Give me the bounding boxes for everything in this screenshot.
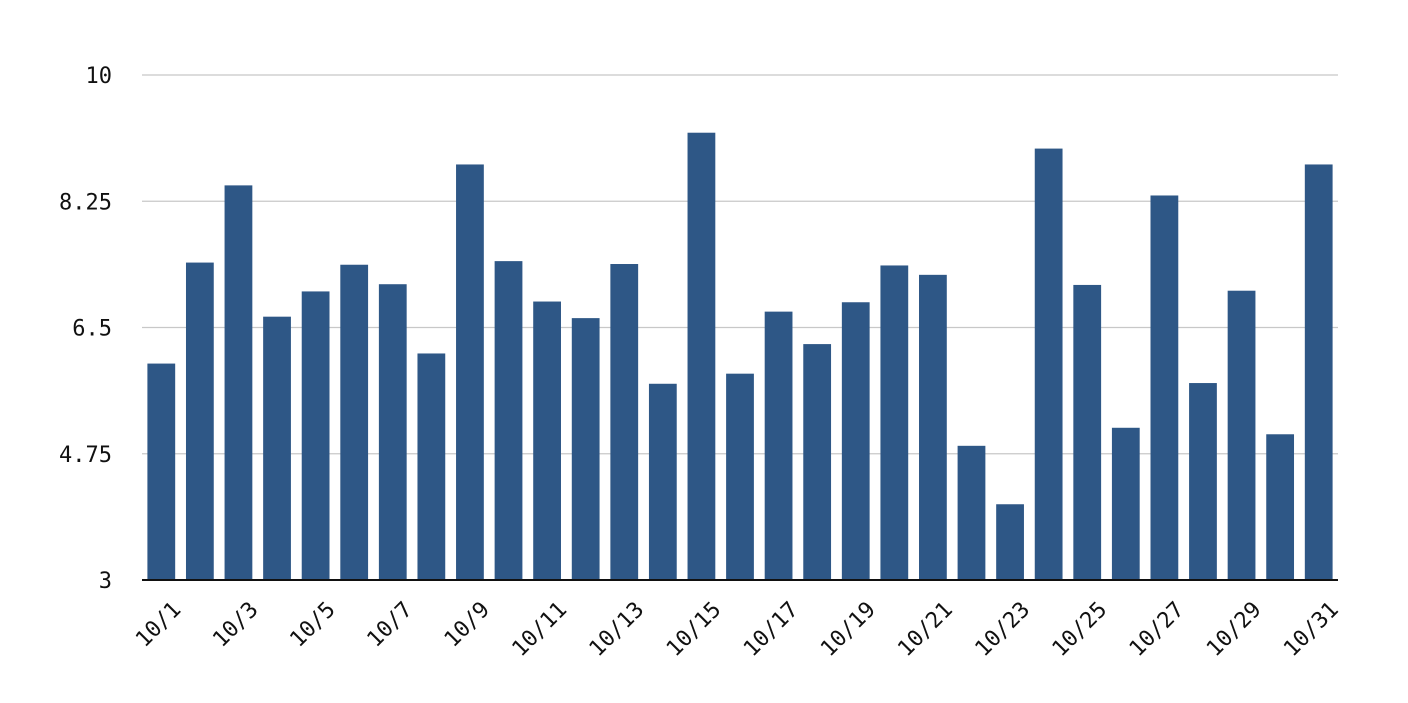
bar	[996, 504, 1024, 580]
x-tick-label: 10/15	[662, 597, 727, 662]
bar	[340, 264, 369, 580]
bar	[1227, 290, 1256, 580]
bar	[1073, 284, 1102, 580]
x-tick-label: 10/3	[208, 597, 263, 652]
x-tick-label: 10/29	[1202, 597, 1267, 662]
y-tick-label: 4.75	[59, 443, 112, 468]
bar	[1111, 427, 1140, 580]
x-tick-label: 10/31	[1279, 597, 1344, 662]
x-axis-ticks: 10/1 10/3 10/5 10/7 10/9 10/11 10/13 10/15 10/17…	[131, 597, 1344, 662]
bars	[147, 132, 1333, 581]
bar	[456, 164, 484, 580]
bar	[880, 265, 909, 580]
x-tick-label: 10/25	[1048, 597, 1113, 662]
bar	[726, 373, 754, 580]
y-tick-label: 6.5	[72, 317, 112, 342]
bar	[841, 302, 870, 580]
bar	[919, 274, 947, 580]
bar	[378, 284, 407, 580]
bar	[803, 344, 832, 580]
x-tick-label: 10/21	[893, 597, 958, 662]
y-axis-ticks: 3 4.75 6.5 8.25 10	[59, 64, 112, 594]
x-tick-label: 10/13	[585, 597, 650, 662]
bar	[1266, 434, 1295, 580]
bar	[1189, 383, 1217, 580]
x-tick-label: 10/19	[816, 597, 881, 662]
bar	[147, 363, 176, 580]
bar	[494, 261, 523, 580]
y-tick-label: 10	[86, 64, 113, 89]
y-tick-label: 8.25	[59, 190, 112, 215]
x-tick-label: 10/7	[363, 597, 418, 652]
bar	[301, 291, 330, 580]
bar	[764, 311, 793, 580]
bar	[687, 132, 716, 580]
bar	[263, 316, 291, 580]
bar	[1034, 148, 1063, 581]
y-tick-label: 3	[99, 569, 112, 594]
x-tick-label: 10/5	[285, 597, 340, 652]
bar	[185, 262, 214, 580]
bar	[224, 185, 253, 580]
bar	[957, 445, 986, 580]
x-tick-label: 10/23	[971, 597, 1036, 662]
x-tick-label: 10/27	[1125, 597, 1190, 662]
bar	[417, 353, 446, 580]
bar	[571, 318, 600, 580]
x-tick-label: 10/9	[440, 597, 495, 652]
bar	[610, 264, 639, 580]
bar	[1304, 164, 1333, 580]
x-tick-label: 10/1	[131, 597, 186, 652]
x-tick-label: 10/11	[508, 597, 573, 662]
bar	[648, 383, 677, 580]
bar	[1150, 195, 1179, 580]
x-tick-label: 10/17	[739, 597, 804, 662]
bar	[533, 301, 561, 580]
